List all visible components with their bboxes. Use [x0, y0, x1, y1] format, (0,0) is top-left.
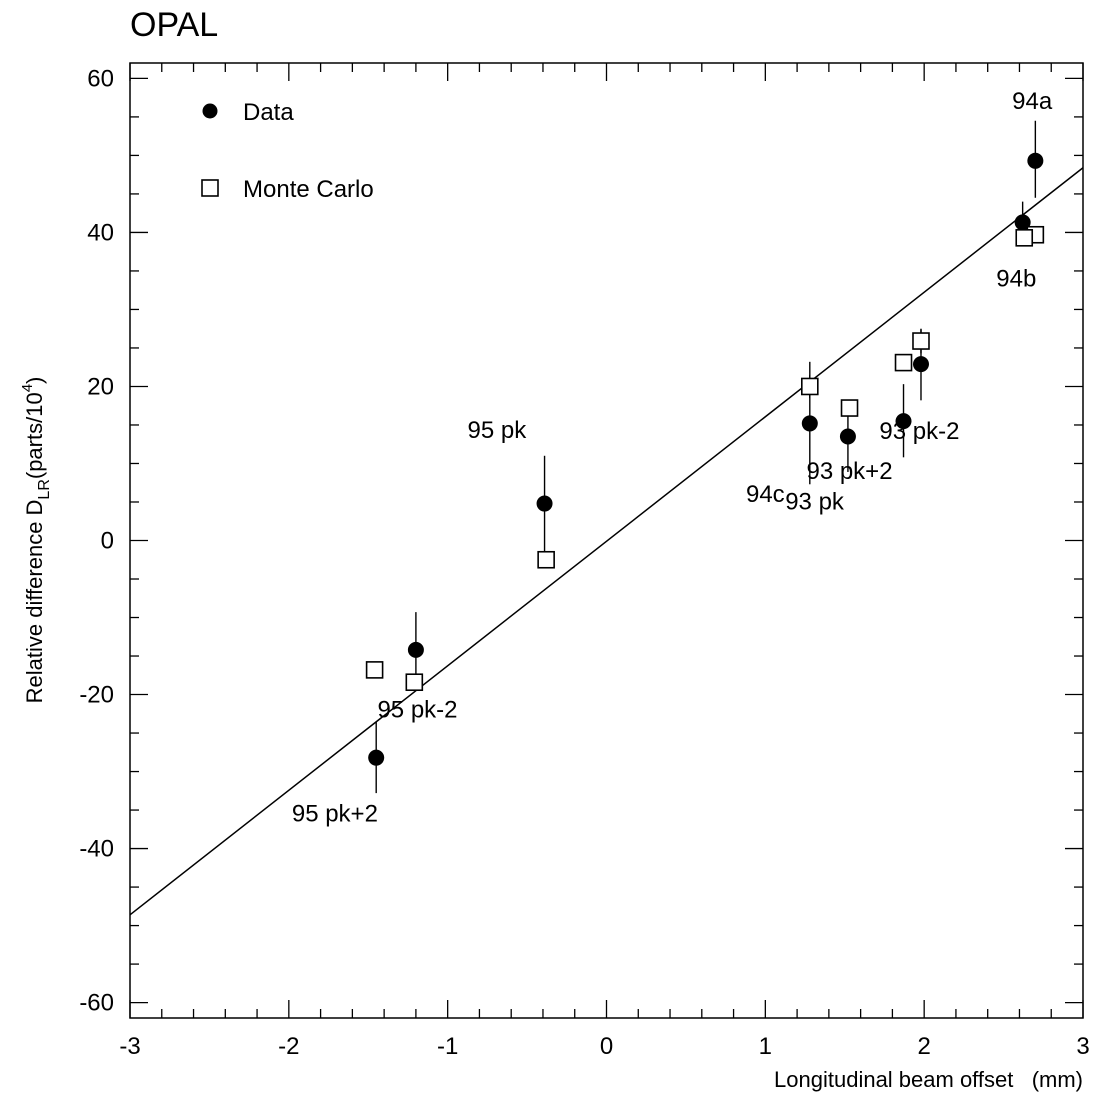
legend: Data Monte Carlo [201, 99, 374, 203]
point-label: 94a [1012, 88, 1053, 115]
point-label: 95 pk [468, 417, 528, 444]
point-label: 94c [746, 481, 785, 508]
legend-mc-marker [201, 179, 219, 197]
legend-label-data: Data [243, 99, 294, 126]
x-tick-label: 3 [1076, 1033, 1089, 1060]
fit-line-group [129, 167, 1084, 916]
point-label: 93 pk+2 [806, 458, 892, 485]
x-tick-label: -1 [437, 1033, 458, 1060]
y-tick-label: 0 [101, 528, 114, 555]
y-tick-label: 20 [87, 373, 114, 400]
mc-point [912, 332, 930, 350]
y-axis-label: Relative difference DLR(parts/104) [19, 377, 53, 704]
x-tick-label: 1 [759, 1033, 772, 1060]
point-label: 93 pk-2 [879, 418, 959, 445]
mc-point [801, 377, 819, 396]
x-tick-label: -3 [119, 1033, 140, 1060]
data-point [1027, 152, 1044, 169]
y-tick-label: -40 [79, 836, 114, 863]
x-tick-label: 2 [917, 1033, 930, 1060]
point-label: 95 pk+2 [292, 801, 378, 828]
mc-point [1015, 229, 1034, 247]
y-axis-label-main: Relative difference D [22, 500, 47, 704]
x-axis: -3 -2 -1 0 1 2 3 [119, 63, 1090, 1060]
data-point [368, 749, 385, 766]
y-tick-label: -20 [79, 682, 114, 709]
point-label: 95 pk-2 [377, 697, 457, 724]
data-point [536, 495, 553, 512]
y-axis-label-unit: (parts/10 [22, 392, 47, 479]
legend-label-monte-carlo: Monte Carlo [243, 176, 374, 203]
point-label: 93 pk [785, 489, 845, 516]
x-tick-label: -2 [278, 1033, 299, 1060]
mc-point [405, 673, 424, 692]
y-tick-label: -60 [79, 990, 114, 1017]
fit-line [129, 167, 1084, 916]
data-point [895, 413, 912, 430]
data-point [839, 428, 856, 445]
y-axis: -60 -40 -20 0 20 40 60 [79, 65, 1083, 1017]
point-label: 94b [996, 265, 1036, 292]
mc-point [894, 353, 913, 372]
data-point [801, 415, 818, 432]
mc-point [537, 550, 555, 569]
y-tick-label: 40 [87, 219, 114, 246]
mc-point [365, 661, 384, 679]
x-tick-label: 0 [600, 1033, 613, 1060]
mc-point [840, 399, 859, 417]
data-point [912, 356, 929, 373]
y-tick-label: 60 [87, 65, 114, 92]
data-markers [365, 152, 1045, 766]
y-axis-label-close: ) [22, 377, 47, 384]
x-axis-label: Longitudinal beam offset (mm) [774, 1067, 1083, 1092]
data-point [407, 641, 424, 658]
chart-title: OPAL [130, 6, 218, 44]
y-axis-label-sub: LR [36, 479, 53, 499]
legend-data-marker [202, 103, 218, 119]
y-axis-label-sup: 4 [19, 384, 36, 392]
